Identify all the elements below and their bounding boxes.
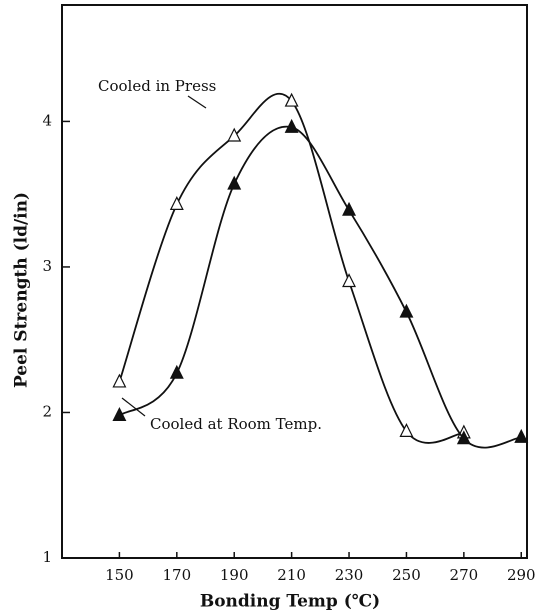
y-axis-title: Peel Strength (ld/in) [12, 192, 32, 388]
y-tick-label: 3 [42, 257, 52, 275]
data-point [169, 196, 184, 210]
y-tick-label: 1 [42, 548, 52, 566]
label-arrow [187, 95, 207, 109]
series-label: Cooled at Room Temp. [150, 415, 322, 433]
data-point [456, 430, 471, 445]
data-point [284, 118, 299, 133]
x-tick-label: 270 [450, 566, 479, 584]
x-axis-title: Bonding Temp (℃) [200, 592, 380, 612]
x-tick-label: 230 [335, 566, 364, 584]
plot-frame [61, 4, 528, 559]
data-point [227, 175, 242, 190]
x-tick-label: 150 [105, 566, 134, 584]
x-tick-label: 290 [507, 566, 536, 584]
data-point [284, 92, 299, 107]
data-point [112, 373, 127, 388]
data-point [514, 428, 529, 443]
data-point [399, 303, 414, 318]
data-point [342, 273, 357, 288]
x-tick-label: 250 [392, 566, 421, 584]
data-point [342, 201, 357, 216]
series-label: Cooled in Press [98, 77, 216, 95]
series-line [118, 125, 522, 449]
x-tick-label: 210 [277, 566, 306, 584]
data-point [399, 423, 414, 437]
data-point [112, 407, 127, 421]
x-tick-label: 190 [220, 566, 249, 584]
y-tick-label: 2 [42, 402, 52, 420]
data-point [169, 364, 184, 379]
y-tick-label: 4 [42, 111, 52, 129]
x-tick-label: 170 [162, 566, 191, 584]
series-line [118, 92, 464, 444]
label-arrow [121, 397, 146, 417]
data-point [227, 127, 242, 142]
